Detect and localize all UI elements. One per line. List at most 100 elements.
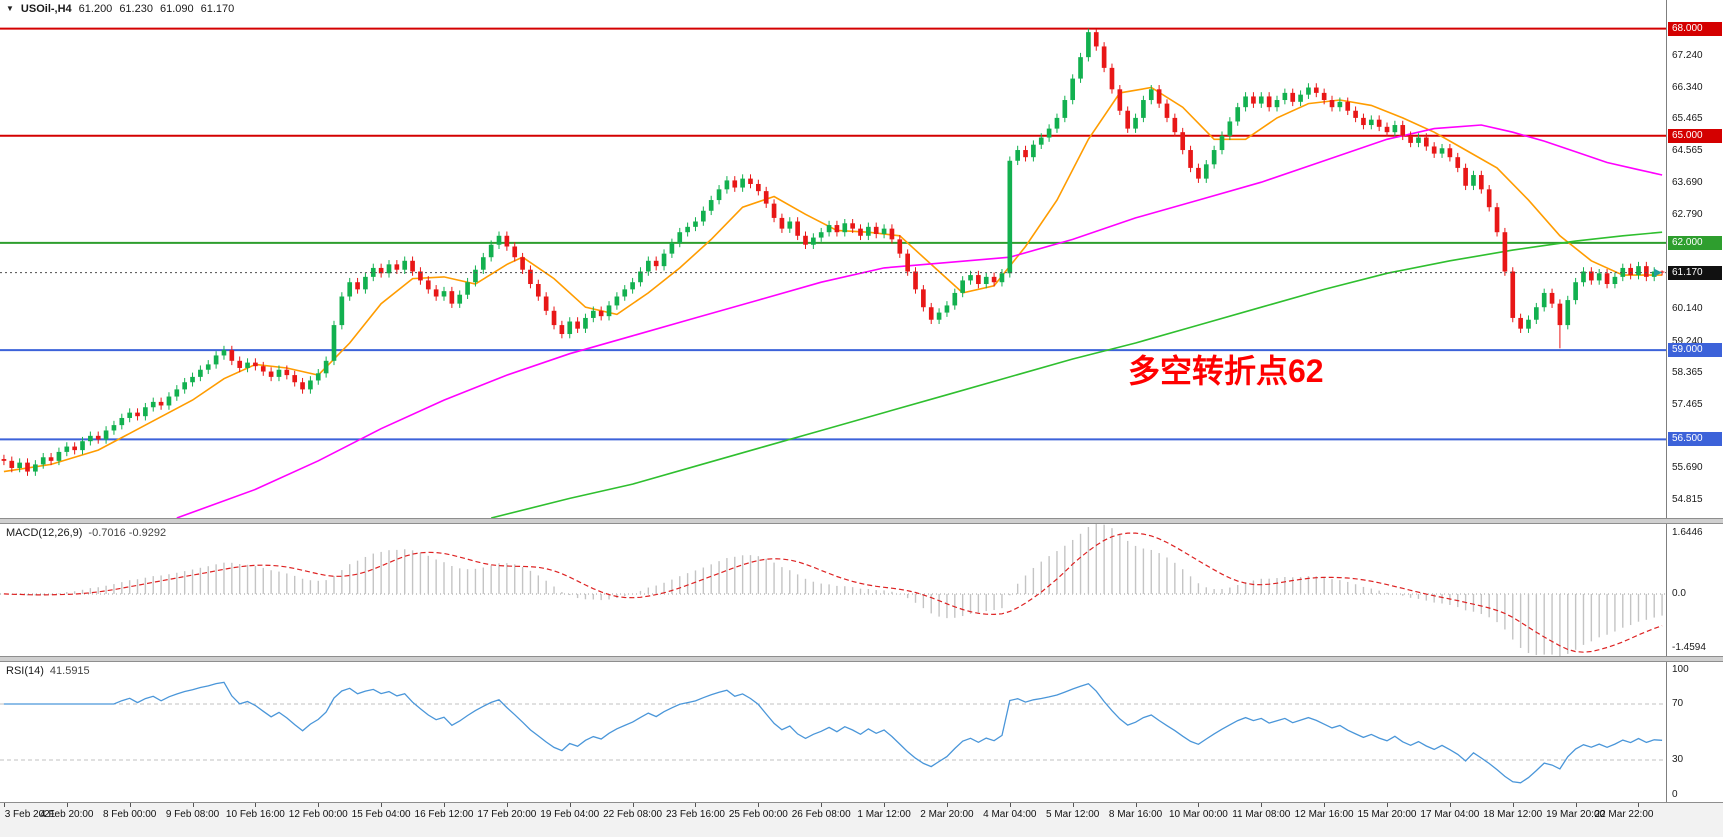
candle-down (1156, 89, 1162, 104)
candle-up (1062, 100, 1068, 118)
candle-up (677, 232, 683, 243)
panel-separator[interactable] (0, 518, 1723, 524)
candle-down (756, 183, 761, 192)
ma-slow-green (491, 231, 1663, 518)
candle-up (1133, 117, 1138, 129)
candle-down (433, 289, 439, 297)
time-tick (3, 803, 5, 807)
price-level-badge: 68.000 (1668, 21, 1722, 36)
candle-down (1502, 232, 1508, 272)
time-axis-label: 8 Mar 16:00 (1108, 809, 1163, 820)
candle-down (1023, 150, 1028, 158)
time-axis-label: 8 Feb 00:00 (102, 809, 157, 820)
candle-up (1612, 276, 1618, 285)
candle-up (583, 317, 588, 329)
time-axis-label: 1 Mar 12:00 (857, 809, 911, 820)
time-axis-label: 2 Mar 20:00 (920, 809, 974, 820)
candle-down (520, 257, 525, 270)
candle-down (850, 223, 855, 229)
candle-up (111, 425, 117, 431)
candle-up (661, 253, 667, 267)
candle-up (685, 226, 690, 233)
candle-down (598, 310, 604, 317)
time-axis-label: 12 Mar 16:00 (1294, 809, 1354, 820)
symbol-dropdown-icon[interactable]: ▼ (6, 4, 14, 13)
candle-down (1628, 267, 1633, 276)
candle-down (803, 235, 808, 245)
time-axis[interactable]: 3 Feb 2021 4 Feb 20:00 8 Feb 00:00 9 Feb 08… (0, 802, 1723, 837)
candle-up (150, 401, 156, 408)
candle-up (881, 228, 887, 234)
candle-up (480, 257, 486, 270)
candle-down (1494, 207, 1500, 233)
candle-down (394, 264, 400, 270)
price-level-badge: 62.000 (1668, 235, 1722, 250)
candle-up (1636, 266, 1641, 276)
candle-up (1007, 160, 1013, 274)
candle-up (127, 412, 132, 418)
candle-down (1266, 96, 1272, 108)
price-tick-label: 65.465 (1672, 113, 1703, 125)
price-tick-label: 58.365 (1672, 366, 1703, 378)
candle-down (928, 307, 934, 320)
rsi-chart[interactable] (0, 662, 1666, 802)
candle-up (842, 223, 848, 233)
panel-separator[interactable] (0, 656, 1723, 662)
rsi-value-axis[interactable]: 100 70 30 0 (1666, 662, 1723, 802)
macd-signal-line (3, 532, 1663, 653)
candle-up (960, 280, 965, 293)
rsi-panel[interactable]: RSI(14) 41.5915 100 70 30 0 (0, 662, 1723, 802)
rsi-axis-label: 30 (1672, 754, 1684, 765)
candle-down (858, 228, 863, 236)
time-axis-label: 9 Feb 08:00 (165, 809, 220, 820)
price-chart-panel[interactable]: ▼ USOil-,H4 61.200 61.230 61.090 61.170 … (0, 0, 1723, 518)
candle-up (1620, 267, 1626, 277)
candle-down (260, 366, 266, 372)
candle-up (174, 389, 180, 397)
candle-down (378, 267, 384, 274)
time-axis-label: 17 Feb 20:00 (477, 809, 537, 820)
candle-down (1431, 146, 1437, 154)
time-axis-label: 15 Feb 04:00 (351, 809, 411, 820)
current-price-badge: 61.170 (1668, 265, 1722, 280)
time-tick (1324, 803, 1326, 807)
candle-up (1541, 292, 1547, 308)
time-axis-label: 19 Mar 20:00 (1546, 809, 1606, 820)
candle-down (25, 462, 30, 472)
candle-up (1070, 78, 1076, 101)
candle-up (1439, 148, 1445, 154)
time-tick (1575, 803, 1577, 807)
time-tick (1072, 803, 1074, 807)
time-tick (1512, 803, 1514, 807)
time-tick (192, 803, 194, 807)
candle-down (1589, 271, 1594, 281)
time-axis-label: 19 Feb 04:00 (540, 809, 600, 820)
candle-down (897, 239, 903, 254)
candle-up (363, 276, 368, 290)
candle-up (221, 350, 227, 356)
candle-up (80, 441, 85, 451)
candle-down (1478, 175, 1484, 190)
price-tick-label: 54.815 (1672, 493, 1703, 505)
time-axis-label: 22 Feb 08:00 (603, 809, 663, 820)
candle-up (936, 312, 942, 320)
rsi-line (3, 681, 1663, 784)
candle-up (1392, 125, 1398, 133)
candle-up (701, 210, 706, 222)
candle-down (905, 253, 910, 272)
candle-up (331, 325, 337, 361)
time-axis-label: 16 Feb 12:00 (414, 809, 474, 820)
price-level-badge: 56.500 (1668, 432, 1722, 447)
candle-down (1376, 119, 1382, 127)
candle-down (1557, 303, 1563, 326)
ohlc-open: 61.200 (78, 3, 113, 15)
time-axis-label: 25 Feb 00:00 (728, 809, 788, 820)
candle-down (976, 275, 981, 285)
macd-panel[interactable]: MACD(12,26,9) -0.7016 -0.9292 1.6446 0.0 -1… (0, 524, 1723, 656)
macd-value-axis[interactable]: 1.6446 0.0 -1.4594 (1666, 524, 1723, 656)
price-axis[interactable]: 67.240 66.340 65.465 64.565 63.690 62.790 60.1… (1666, 0, 1723, 518)
candle-down (1353, 110, 1358, 118)
candlestick-chart[interactable] (0, 0, 1666, 518)
candle-up (1416, 137, 1421, 143)
macd-chart[interactable] (0, 524, 1666, 656)
